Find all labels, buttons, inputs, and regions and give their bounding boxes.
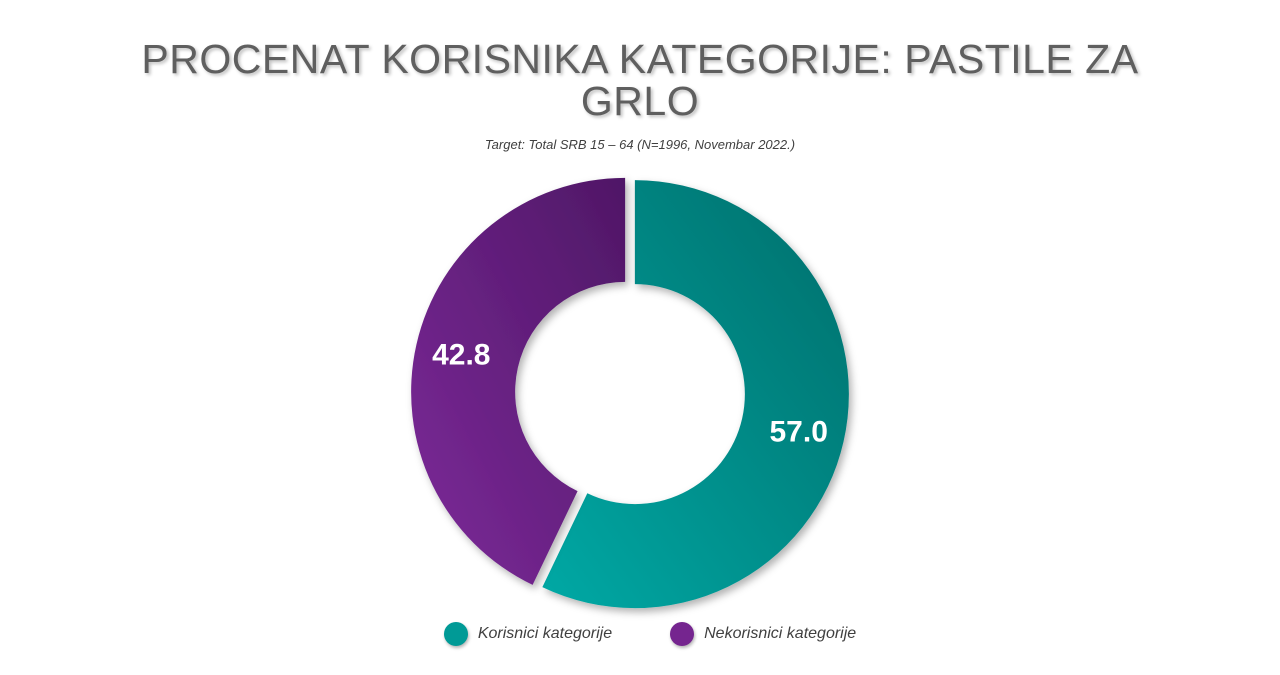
data-label-korisnici: 57.0 [770, 415, 828, 448]
legend-label-korisnici: Korisnici kategorije [477, 625, 613, 642]
slice-korisnici [542, 180, 849, 609]
legend-swatch-nekorisnici [670, 622, 695, 646]
legend-swatch-korisnici [443, 622, 468, 646]
legend-item-nekorisnici: Nekorisnici kategorije [670, 622, 856, 646]
chart-subtitle: Target: Total SRB 15 – 64 (N=1996, Novem… [484, 137, 796, 152]
slice-nekorisnici [411, 177, 626, 585]
chart-legend: Korisnici kategorije Nekorisnici kategor… [10, 622, 1280, 646]
data-label-nekorisnici: 42.8 [432, 339, 490, 372]
legend-item-korisnici: Korisnici kategorije [443, 622, 613, 646]
chart-title: PROCENAT KORISNIKA KATEGORIJE: PASTILE Z… [141, 36, 1139, 124]
legend-label-nekorisnici: Nekorisnici kategorije [704, 625, 857, 642]
